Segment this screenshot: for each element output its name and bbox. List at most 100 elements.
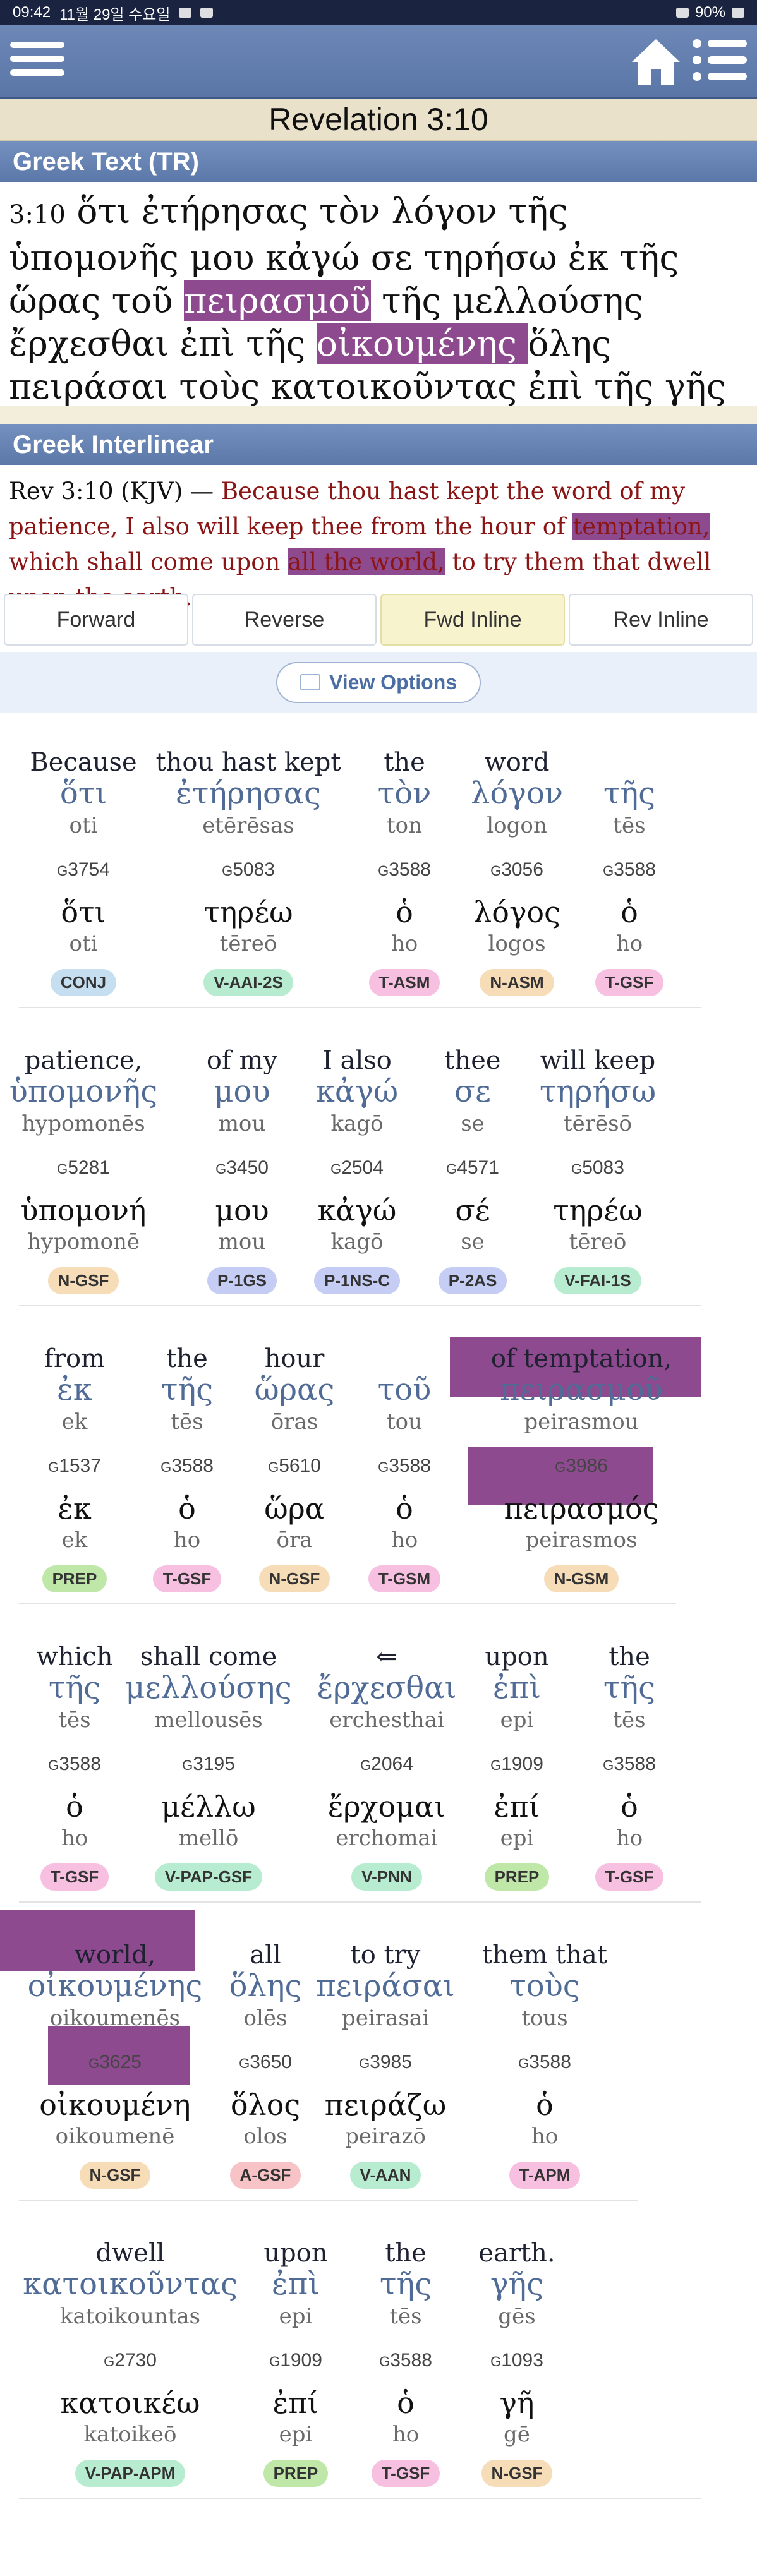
morphology-badge[interactable]: V-PAP-APM (75, 2460, 186, 2487)
morphology-badge[interactable]: T-GSF (371, 2460, 440, 2487)
interlinear-word[interactable]: the τῆς tēs G3588 ὁ ho T-GSF (80, 1344, 294, 1592)
interlinear-word[interactable]: shall come μελλούσης mellousēs G3195 μέλλω me… (101, 1642, 316, 1891)
strongs-number[interactable]: G1909 (490, 1754, 543, 1774)
morphology-badge[interactable]: A-GSF (229, 2162, 301, 2189)
morphology-badge[interactable]: T-ASM (368, 969, 440, 996)
interlinear-word[interactable]: the τῆς tēs G3588 ὁ ho T-GSF (298, 2239, 513, 2487)
morphology-badge[interactable]: T-GSF (152, 1565, 222, 1592)
kjv-highlight-temptation[interactable]: temptation, (572, 513, 710, 540)
lexical-transliteration: se (461, 1229, 485, 1255)
interlinear-word[interactable]: dwell κατοικοῦντας katoikountas G2730 κατοικ… (23, 2239, 238, 2487)
strongs-number[interactable]: G3588 (378, 859, 431, 880)
interlinear-word[interactable]: thee σε se G4571 σέ se P-2AS (365, 1046, 580, 1294)
strongs-number[interactable]: G3650 (239, 2052, 292, 2073)
tab-forward[interactable]: Forward (4, 594, 188, 646)
morphology-badge[interactable]: N-GSF (258, 1565, 330, 1592)
morphology-badge[interactable]: N-GSF (47, 1267, 119, 1294)
morphology-badge[interactable]: V-AAI-2S (203, 969, 293, 996)
strongs-number[interactable]: G5610 (268, 1455, 321, 1476)
strongs-number[interactable]: G2064 (360, 1754, 413, 1774)
tab-reverse[interactable]: Reverse (192, 594, 377, 646)
greek-highlight-oikoumenes[interactable]: οἰκουμένης (316, 323, 528, 364)
morphology-badge[interactable]: P-1NS-C (313, 1267, 400, 1294)
interlinear-word[interactable]: upon ἐπὶ epi G1909 ἐπί epi PREP (188, 2239, 403, 2487)
strongs-number[interactable]: G3588 (48, 1754, 101, 1774)
strongs-number[interactable]: G3588 (379, 2350, 432, 2371)
morphology-badge[interactable]: PREP (42, 1565, 107, 1592)
morphology-badge[interactable]: V-PNN (351, 1863, 422, 1891)
interlinear-word[interactable]: which τῆς tēs G3588 ὁ ho T-GSF (0, 1642, 182, 1891)
interlinear-word[interactable]: of temptation, πειρασμοῦ peirasmou G3986 πει… (474, 1344, 689, 1592)
strongs-number[interactable]: G4571 (446, 1157, 499, 1178)
morphology-badge[interactable]: V-AAN (349, 2162, 421, 2189)
interlinear-word[interactable]: the τὸν ton G3588 ὁ ho T-ASM (297, 748, 512, 996)
interlinear-word[interactable]: world, οἰκουμένης oikoumenēs G3625 οἰκουμένη… (8, 1941, 222, 2189)
strongs-number[interactable]: G5083 (222, 859, 275, 880)
morphology-badge[interactable]: V-FAI-1S (554, 1267, 641, 1294)
interlinear-word[interactable]: patience, ὑπομονῆς hypomonēs G5281 ὑπομονή hy… (0, 1046, 191, 1294)
strongs-value: 3588 (614, 859, 656, 880)
lexical-form: κατοικέω (60, 2386, 200, 2420)
strongs-number[interactable]: G3985 (359, 2052, 412, 2073)
morphology-badge[interactable]: T-GSF (595, 1863, 664, 1891)
strongs-number[interactable]: G3588 (603, 859, 656, 880)
morphology-badge[interactable]: P-2AS (438, 1267, 507, 1294)
interlinear-word[interactable]: upon ἐπὶ epi G1909 ἐπί epi PREP (409, 1642, 624, 1891)
home-icon[interactable] (629, 35, 682, 88)
strongs-number[interactable]: G2730 (104, 2350, 157, 2371)
morphology-badge[interactable]: PREP (263, 2460, 329, 2487)
interlinear-word[interactable]: hour ὥρας ōras G5610 ὥρα ōra N-GSF (187, 1344, 402, 1592)
strongs-number[interactable]: G1093 (490, 2350, 543, 2371)
strongs-number[interactable]: G3588 (518, 2052, 571, 2073)
strongs-number[interactable]: G3195 (182, 1754, 235, 1774)
interlinear-word[interactable]: word λόγον logon G3056 λόγος logos N-ASM (409, 748, 624, 996)
interlinear-word[interactable]: from ἐκ ek G1537 ἐκ ek PREP (0, 1344, 182, 1592)
morphology-badge[interactable]: CONJ (50, 969, 117, 996)
interlinear-word[interactable]: them that τοὺς tous G3588 ὁ ho T-APM (437, 1941, 652, 2189)
interlinear-word[interactable]: to try πειράσαι peirasai G3985 πειράζω peiraz… (278, 1941, 493, 2189)
strongs-number[interactable]: G3588 (603, 1754, 656, 1774)
morphology-badge[interactable]: T-GSM (368, 1565, 441, 1592)
strongs-number[interactable]: G1537 (48, 1455, 101, 1476)
greek-highlight-peirasmou[interactable]: πειρασμοῦ (184, 280, 371, 321)
strongs-number[interactable]: G3986 (555, 1455, 608, 1476)
strongs-number[interactable]: G3588 (160, 1455, 214, 1476)
morphology-badge[interactable]: N-ASM (480, 969, 554, 996)
morphology-badge[interactable]: PREP (484, 1863, 550, 1891)
view-options-button[interactable]: View Options (276, 661, 481, 703)
interlinear-word[interactable]: τοῦ tou G3588 ὁ ho T-GSM (297, 1344, 512, 1592)
morphology-badge[interactable]: N-GSF (481, 2460, 553, 2487)
strongs-number[interactable]: G3754 (57, 859, 110, 880)
interlinear-word[interactable]: Because ὅτι oti G3754 ὅτι oti CONJ (0, 748, 191, 996)
kjv-highlight-world[interactable]: all the world, (288, 548, 445, 575)
interlinear-word[interactable]: τῆς tēs G3588 ὁ ho T-GSF (522, 748, 737, 996)
morphology-badge[interactable]: T-GSF (40, 1863, 109, 1891)
english-gloss: earth. (478, 2239, 555, 2268)
morphology-badge[interactable]: N-GSM (543, 1565, 619, 1592)
strongs-number[interactable]: G3625 (88, 2052, 142, 2073)
morphology-badge[interactable]: T-GSF (595, 969, 664, 996)
interlinear-word[interactable]: earth. γῆς gēs G1093 γῆ gē N-GSF (409, 2239, 624, 2487)
strongs-number[interactable]: G3056 (490, 859, 543, 880)
strongs-number[interactable]: G5281 (57, 1157, 110, 1178)
interlinear-word[interactable]: I also κἀγώ kagō G2504 κἀγώ kagō P-1NS-C (250, 1046, 464, 1294)
strongs-number[interactable]: G3450 (215, 1157, 269, 1178)
morphology-badge[interactable]: N-GSF (79, 2162, 151, 2189)
interlinear-word[interactable]: ⇐ ἔρχεσθαι erchesthai G2064 ἔρχομαι erchomai V… (279, 1642, 494, 1891)
morphology-badge[interactable]: P-1GS (207, 1267, 277, 1294)
interlinear-word[interactable]: of my μου mou G3450 μου mou P-1GS (135, 1046, 349, 1294)
strongs-number[interactable]: G1909 (269, 2350, 322, 2371)
list-menu-icon[interactable] (693, 39, 749, 83)
interlinear-word[interactable]: will keep τηρήσω tērēsō G5083 τηρέω tēreō V-FA… (490, 1046, 705, 1294)
interlinear-word[interactable]: thou hast kept ἐτήρησας etērēsas G5083 τηρέω… (141, 748, 356, 996)
hamburger-menu-icon[interactable] (10, 37, 64, 86)
strongs-number[interactable]: G2504 (330, 1157, 384, 1178)
interlinear-word[interactable]: all ὅλης olēs G3650 ὅλος olos A-GSF (158, 1941, 373, 2189)
tab-rev-inline[interactable]: Rev Inline (569, 594, 753, 646)
morphology-badge[interactable]: T-APM (509, 2162, 581, 2189)
strongs-number[interactable]: G5083 (571, 1157, 624, 1178)
tab-fwd-inline[interactable]: Fwd Inline (380, 594, 565, 646)
interlinear-word[interactable]: the τῆς tēs G3588 ὁ ho T-GSF (522, 1642, 737, 1891)
strongs-number[interactable]: G3588 (378, 1455, 431, 1476)
morphology-badge[interactable]: V-PAP-GSF (154, 1863, 263, 1891)
